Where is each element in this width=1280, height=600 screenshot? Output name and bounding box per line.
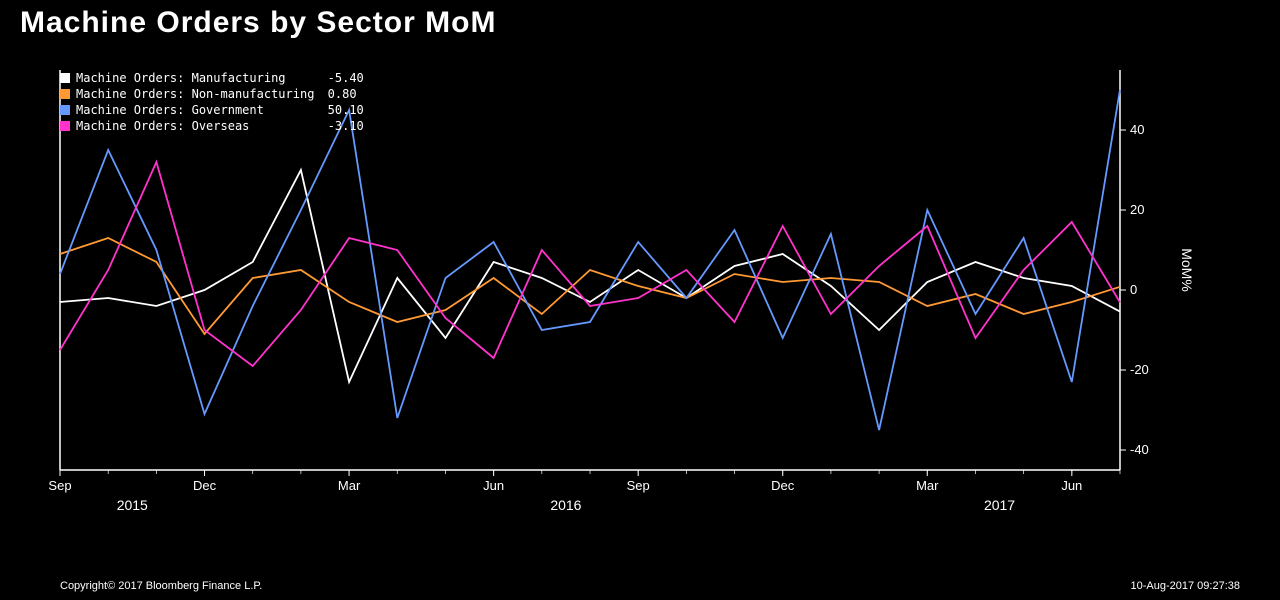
legend-swatch bbox=[60, 73, 70, 83]
legend-value: -5.40 bbox=[328, 70, 364, 86]
legend-label: Machine Orders: Non-manufacturing bbox=[76, 86, 322, 102]
footer-timestamp: 10-Aug-2017 09:27:38 bbox=[1131, 580, 1240, 592]
legend-label: Machine Orders: Government bbox=[76, 102, 322, 118]
x-tick-label: Mar bbox=[338, 478, 361, 493]
x-year-label: 2017 bbox=[984, 497, 1015, 513]
series-line bbox=[60, 238, 1120, 334]
footer-copyright: Copyright© 2017 Bloomberg Finance L.P. bbox=[60, 580, 262, 592]
legend: Machine Orders: Manufacturing -5.40Machi… bbox=[60, 70, 364, 134]
y-axis-title: MoM% bbox=[1179, 248, 1195, 292]
series-line bbox=[60, 162, 1120, 366]
legend-value: -3.10 bbox=[328, 118, 364, 134]
x-tick-label: Sep bbox=[627, 478, 650, 493]
y-tick-label: 20 bbox=[1130, 202, 1144, 217]
series-line bbox=[60, 170, 1120, 382]
y-tick-label: -20 bbox=[1130, 362, 1149, 377]
y-tick-label: -40 bbox=[1130, 442, 1149, 457]
legend-swatch bbox=[60, 89, 70, 99]
x-tick-label: Dec bbox=[193, 478, 217, 493]
legend-item: Machine Orders: Overseas -3.10 bbox=[60, 118, 364, 134]
x-tick-label: Mar bbox=[916, 478, 939, 493]
x-tick-label: Jun bbox=[483, 478, 504, 493]
x-tick-label: Sep bbox=[48, 478, 71, 493]
x-year-label: 2016 bbox=[550, 497, 581, 513]
legend-item: Machine Orders: Manufacturing -5.40 bbox=[60, 70, 364, 86]
legend-swatch bbox=[60, 105, 70, 115]
x-year-label: 2015 bbox=[117, 497, 148, 513]
legend-swatch bbox=[60, 121, 70, 131]
page-title: Machine Orders by Sector MoM bbox=[20, 6, 496, 40]
x-tick-label: Jun bbox=[1061, 478, 1082, 493]
legend-value: 50.10 bbox=[328, 102, 364, 118]
legend-value: 0.80 bbox=[328, 86, 357, 102]
legend-item: Machine Orders: Government 50.10 bbox=[60, 102, 364, 118]
y-tick-label: 40 bbox=[1130, 122, 1144, 137]
y-tick-label: 0 bbox=[1130, 282, 1137, 297]
legend-label: Machine Orders: Manufacturing bbox=[76, 70, 322, 86]
legend-item: Machine Orders: Non-manufacturing 0.80 bbox=[60, 86, 364, 102]
series-line bbox=[60, 90, 1120, 430]
x-tick-label: Dec bbox=[771, 478, 795, 493]
legend-label: Machine Orders: Overseas bbox=[76, 118, 322, 134]
